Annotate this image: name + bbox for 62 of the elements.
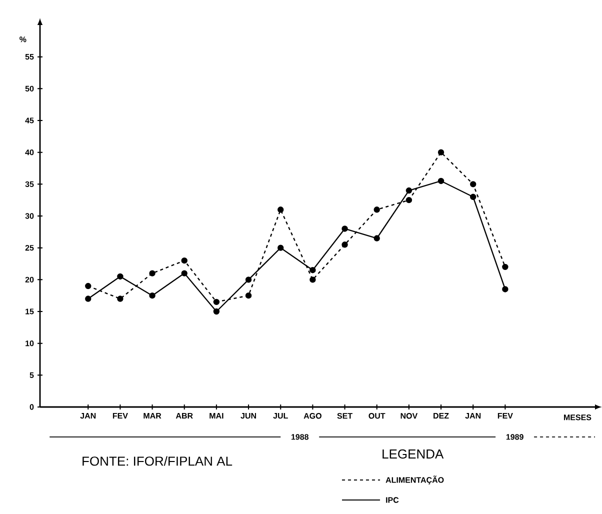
y-tick-label: 45 xyxy=(25,118,34,124)
point xyxy=(470,181,476,188)
y-tick-label: 25 xyxy=(25,245,34,251)
x-tick-label: AGO xyxy=(304,413,322,419)
point xyxy=(438,178,444,184)
point xyxy=(213,298,220,306)
x-tick-label: OUT xyxy=(368,413,386,419)
point xyxy=(149,270,156,276)
point xyxy=(406,196,412,204)
point xyxy=(85,282,92,290)
x-tick-label: JAN xyxy=(465,413,481,419)
point xyxy=(342,226,348,232)
y-tick-label: 0 xyxy=(30,404,34,410)
y-axis-title: % xyxy=(20,36,26,42)
y-tick-label: 5 xyxy=(30,372,34,378)
point xyxy=(470,194,476,200)
source-note: FONTE: IFOR/FIPLAN AL xyxy=(82,456,232,466)
x-tick-label: JUN xyxy=(240,413,256,419)
y-tick-label: 50 xyxy=(25,86,34,92)
point xyxy=(374,235,380,242)
point xyxy=(213,308,220,315)
x-tick-label: MAR xyxy=(144,413,162,419)
y-tick-label: 15 xyxy=(26,308,34,314)
point xyxy=(85,296,92,302)
legend-label: ALIMENTAÇÃO xyxy=(386,476,444,484)
x-tick-label: NOV xyxy=(400,413,418,419)
x-tick-label: DEZ xyxy=(434,413,449,419)
y-tick-label: 10 xyxy=(26,340,34,346)
x-tick-label: ABR xyxy=(176,413,193,419)
legend-title: LEGENDA xyxy=(382,449,444,459)
point xyxy=(117,273,124,280)
text: MESES xyxy=(564,414,592,420)
y-tick-label: 30 xyxy=(25,213,34,219)
text: 1988 xyxy=(291,434,309,440)
point xyxy=(117,296,124,302)
point xyxy=(502,286,508,292)
y-tick-label: 35 xyxy=(25,181,34,188)
point xyxy=(502,264,508,270)
point xyxy=(342,242,348,248)
point xyxy=(374,206,380,213)
x-tick-label: FEV xyxy=(498,413,513,419)
point xyxy=(310,276,316,283)
point xyxy=(278,206,284,213)
point xyxy=(406,187,412,194)
y-tick-label: 40 xyxy=(25,150,34,156)
point xyxy=(181,257,188,264)
point xyxy=(149,292,156,299)
x-tick-label: FEV xyxy=(112,413,128,419)
x-tick-label: SET xyxy=(337,413,352,419)
point xyxy=(278,244,284,251)
legend-label: IPC xyxy=(386,497,399,503)
point xyxy=(245,292,252,299)
point xyxy=(310,267,316,274)
y-tick-label: 20 xyxy=(25,276,34,282)
text: 1989 xyxy=(506,434,524,440)
x-tick-label: JUL xyxy=(273,413,288,419)
x-tick-label: JAN xyxy=(80,413,96,419)
point xyxy=(245,276,252,283)
point xyxy=(438,149,444,156)
point xyxy=(181,270,188,276)
x-tick-label: MAI xyxy=(210,413,224,419)
y-tick-label: 55 xyxy=(25,54,34,60)
